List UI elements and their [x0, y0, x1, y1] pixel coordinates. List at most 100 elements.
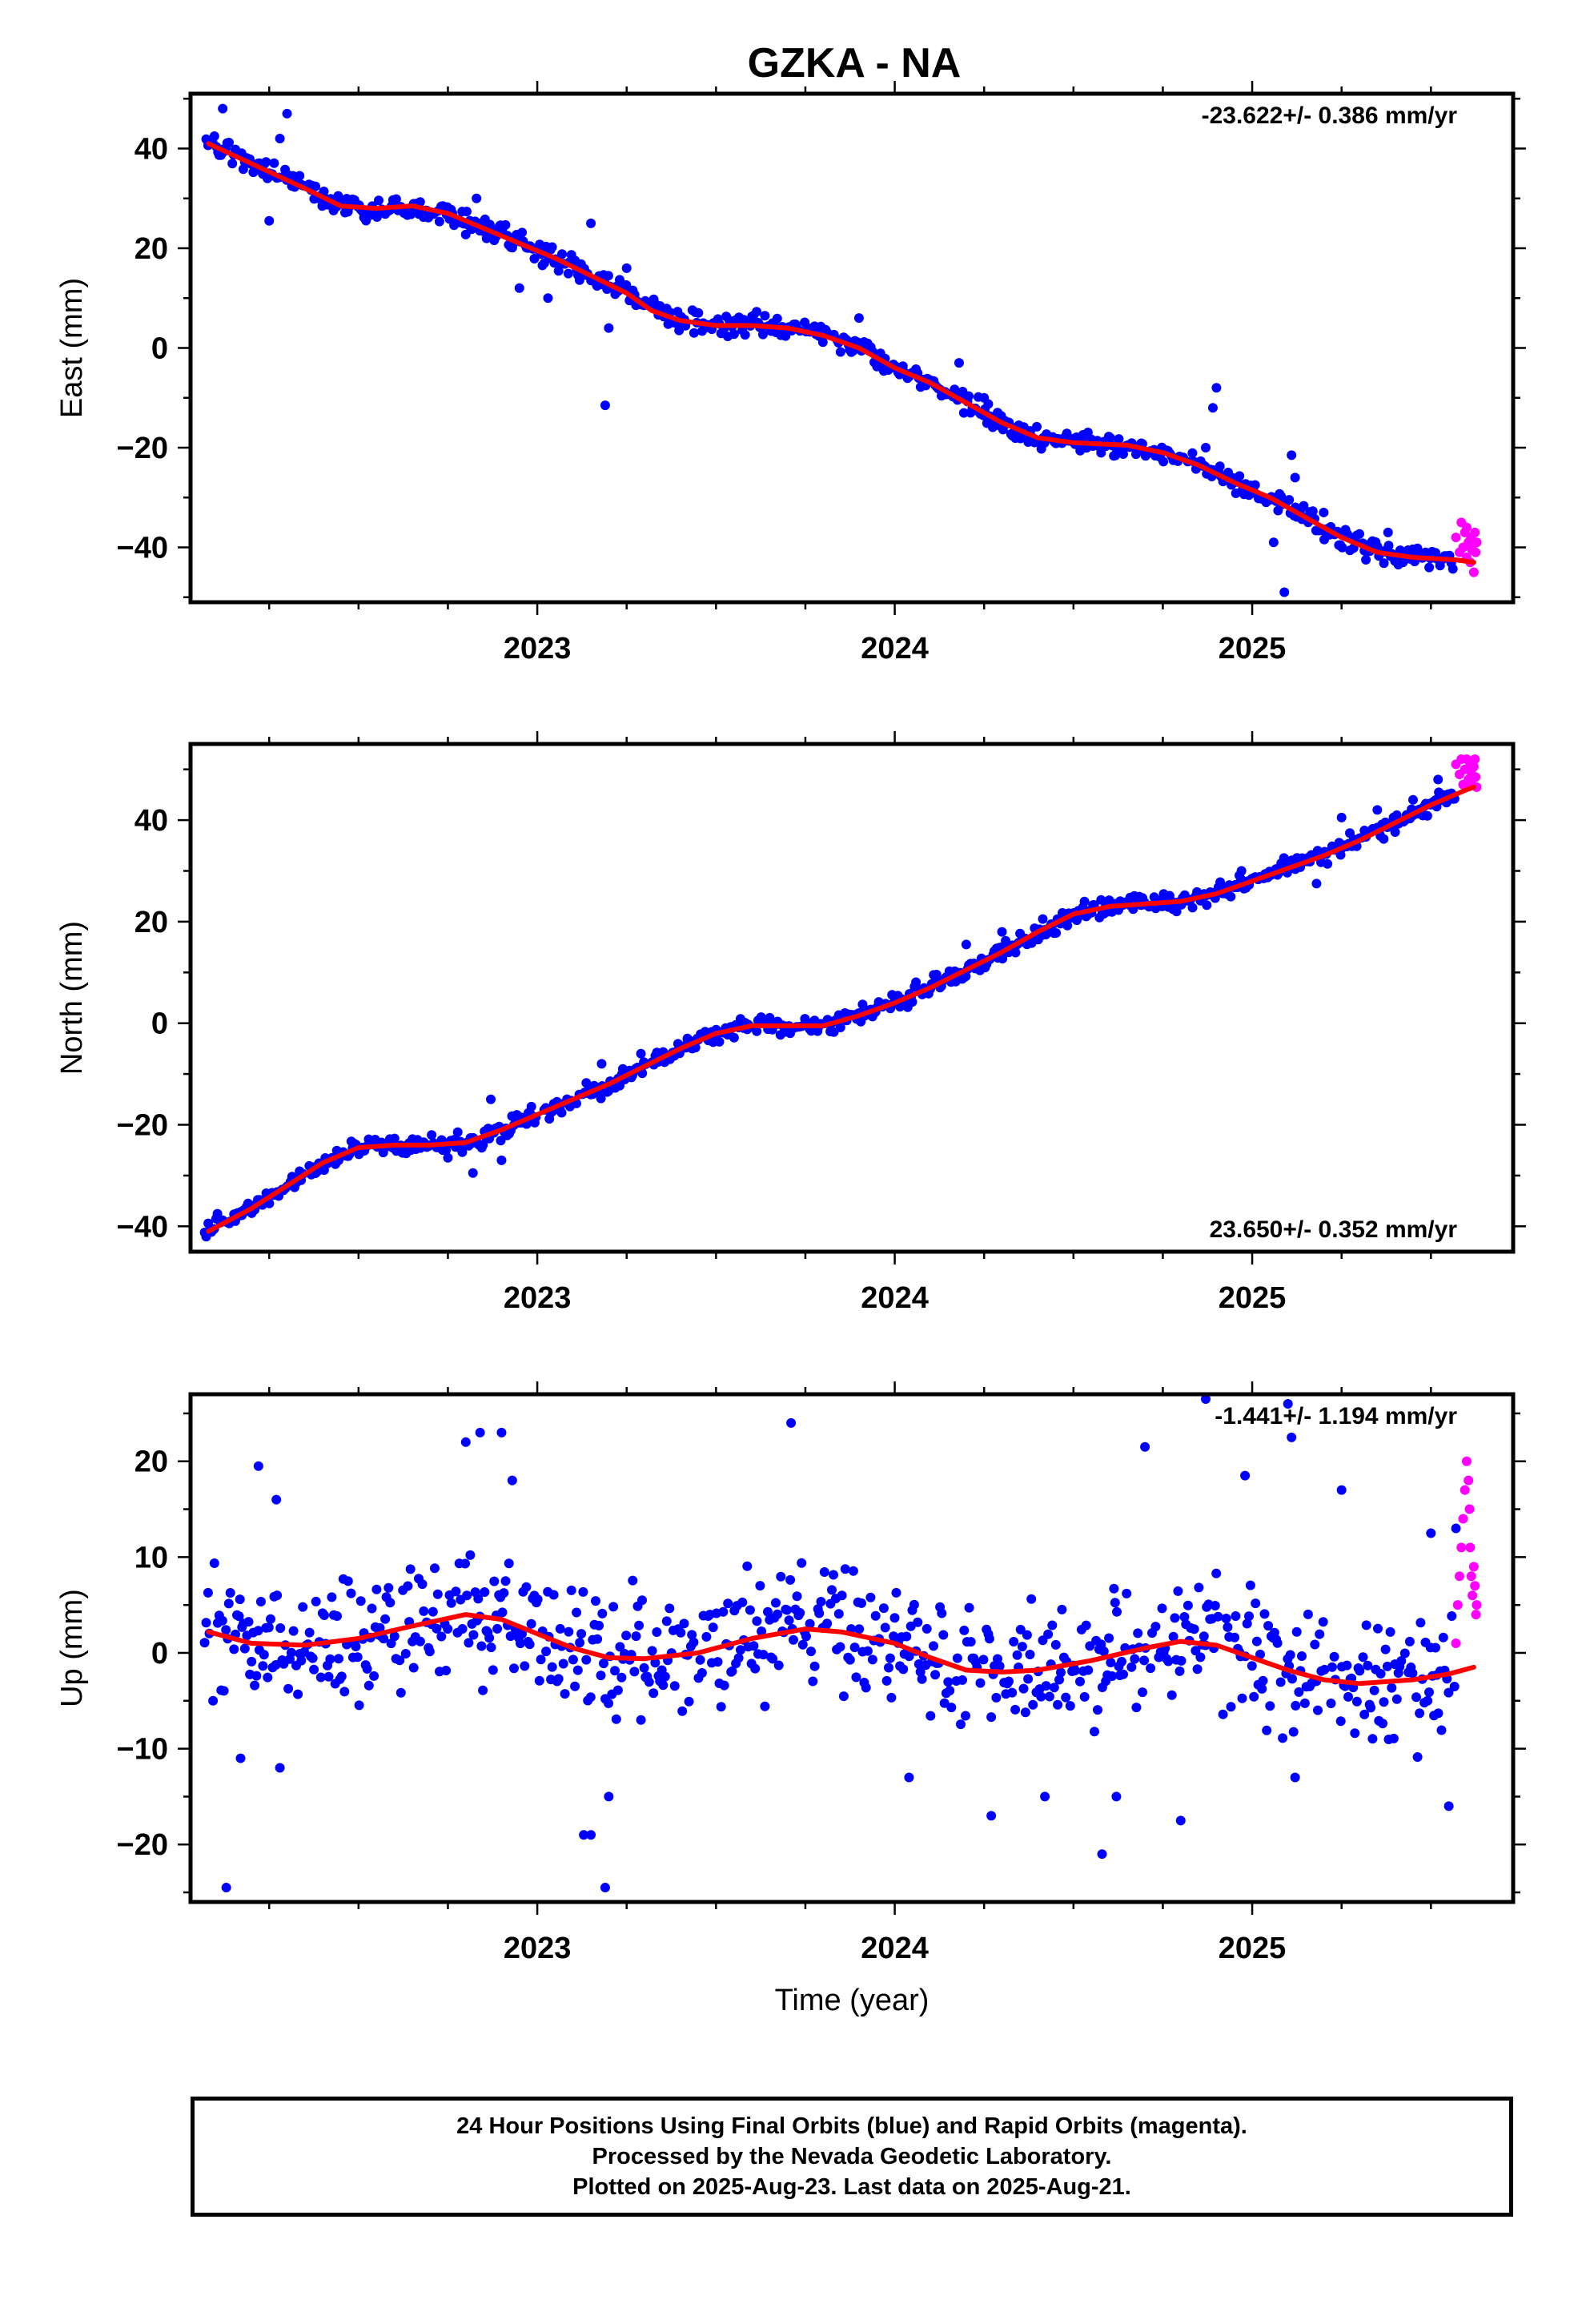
final-orbit-point [532, 1594, 543, 1605]
final-orbit-point [1373, 1623, 1383, 1634]
final-orbit-point [225, 1588, 235, 1598]
rapid-orbit-point [1464, 1504, 1475, 1514]
final-orbit-point [1010, 1704, 1021, 1715]
final-orbit-point [1262, 1725, 1272, 1735]
final-orbit-point [1202, 900, 1212, 911]
rapid-orbit-point [1472, 782, 1482, 792]
final-orbit-point [604, 1699, 614, 1708]
final-orbit-point [608, 1602, 619, 1612]
final-orbit-point [1367, 1734, 1378, 1744]
final-orbit-point [1083, 1665, 1094, 1675]
final-orbit-point [1404, 1636, 1415, 1647]
final-orbit-point [1285, 1650, 1295, 1660]
final-orbit-point [536, 1655, 546, 1665]
rapid-orbit-point [1471, 772, 1481, 782]
final-orbit-point [650, 1658, 661, 1668]
final-orbit-point [307, 1653, 318, 1663]
final-orbit-point [553, 266, 564, 276]
x-axis-label: Time (year) [775, 1984, 930, 2017]
final-orbit-point [334, 1654, 343, 1664]
final-orbit-point [315, 1672, 326, 1683]
final-orbit-point [991, 1692, 1002, 1703]
final-orbit-point [403, 1581, 413, 1591]
final-orbit-point [430, 1563, 440, 1574]
final-orbit-point [760, 1701, 770, 1711]
final-orbit-point [886, 1692, 897, 1703]
final-orbit-point [1079, 896, 1090, 907]
final-orbit-point [760, 311, 770, 321]
final-orbit-point [616, 1672, 627, 1683]
final-orbit-point [1109, 1583, 1119, 1594]
final-orbit-point [1199, 1631, 1209, 1642]
final-orbit-point [1323, 858, 1333, 869]
final-orbit-point [1447, 564, 1458, 574]
final-orbit-point [251, 1671, 262, 1681]
final-orbit-point [1379, 834, 1389, 844]
rapid-orbit-point [1461, 522, 1472, 533]
final-orbit-point [1211, 383, 1222, 393]
x-tick-label-north: 2025 [1219, 1281, 1287, 1315]
final-orbit-point [1263, 1621, 1274, 1631]
final-orbit-point [660, 1671, 670, 1682]
final-orbit-point [259, 1650, 269, 1660]
final-orbit-point [1415, 1708, 1425, 1719]
final-orbit-point [1275, 1677, 1286, 1687]
y-tick-label-east: −40 [117, 532, 168, 565]
rapid-orbit-point [1471, 547, 1481, 557]
final-orbit-point [729, 1032, 739, 1043]
rapid-orbit-point [1472, 1600, 1482, 1610]
final-orbit-point [1004, 1676, 1014, 1687]
final-orbit-point [1399, 1648, 1410, 1659]
final-orbit-point [884, 1663, 893, 1673]
final-orbit-point [1355, 1666, 1365, 1676]
final-orbit-point [682, 1033, 693, 1043]
final-orbit-point [486, 1642, 496, 1653]
final-orbit-point [446, 1598, 456, 1608]
final-orbit-point [282, 108, 292, 119]
final-orbit-point [853, 313, 864, 324]
final-orbit-point [1043, 1629, 1054, 1639]
final-orbit-point [460, 1558, 470, 1569]
final-orbit-point [658, 1680, 669, 1691]
final-orbit-point [572, 1607, 582, 1618]
rapid-orbit-point [1468, 567, 1479, 577]
final-orbit-point [243, 1617, 254, 1627]
final-orbit-point [1231, 1611, 1241, 1621]
final-orbit-point [346, 1588, 356, 1598]
final-orbit-point [946, 1703, 957, 1713]
final-orbit-point [1126, 1662, 1137, 1672]
final-orbit-point [1226, 891, 1236, 902]
final-orbit-point [1288, 1727, 1299, 1737]
final-orbit-point [1171, 907, 1182, 917]
final-orbit-point [1315, 1629, 1325, 1639]
final-orbit-point [1210, 1601, 1220, 1610]
final-orbit-point [1150, 1622, 1161, 1632]
final-orbit-point [1211, 1568, 1222, 1578]
final-orbit-point [733, 1653, 744, 1663]
final-orbit-point [752, 307, 762, 317]
final-orbit-point [1223, 1622, 1233, 1632]
final-orbit-point [1299, 501, 1309, 511]
final-orbit-point [615, 1642, 625, 1652]
final-orbit-point [1247, 1661, 1257, 1671]
final-orbit-point [417, 1579, 428, 1590]
final-orbit-point [500, 219, 511, 230]
final-orbit-point [1176, 1655, 1186, 1666]
final-orbit-point [436, 1631, 447, 1642]
final-orbit-point [235, 1753, 246, 1763]
rapid-orbit-point [1455, 1571, 1465, 1582]
final-orbit-point [669, 1681, 680, 1691]
final-orbit-point [332, 1611, 342, 1621]
final-orbit-point [736, 1645, 745, 1655]
final-orbit-point [1133, 1628, 1143, 1638]
final-orbit-point [611, 1714, 621, 1724]
final-orbit-point [865, 1592, 876, 1602]
final-orbit-point [1061, 1692, 1071, 1703]
final-orbit-point [484, 1633, 495, 1643]
final-orbit-point [1431, 1642, 1440, 1653]
final-orbit-point [1415, 1618, 1426, 1628]
final-orbit-point [689, 328, 699, 338]
final-orbit-point [391, 194, 401, 204]
final-orbit-point [604, 1791, 614, 1802]
final-orbit-point [1096, 895, 1106, 905]
